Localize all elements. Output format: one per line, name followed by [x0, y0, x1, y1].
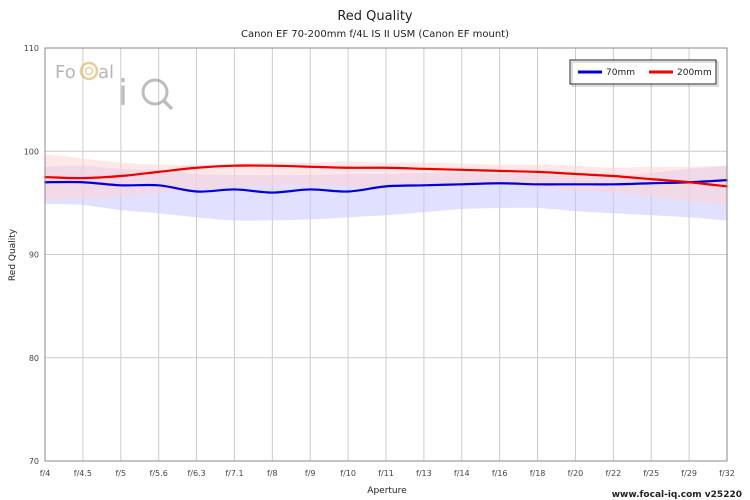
- y-tick-label: 100: [24, 147, 39, 156]
- x-tick-label: f/5: [115, 469, 126, 478]
- data-point-200mm: [612, 175, 615, 177]
- y-tick-label: 80: [29, 354, 39, 363]
- data-point-200mm: [271, 164, 274, 167]
- logo-aperture-icon: [79, 61, 99, 81]
- x-axis-label: Aperture: [367, 486, 407, 496]
- data-point-70mm: [422, 184, 425, 187]
- data-point-200mm: [347, 166, 350, 169]
- x-tick-label: f/13: [416, 469, 432, 478]
- footer-credit: www.focal-iq.com v25220: [612, 490, 742, 500]
- data-point-70mm: [498, 182, 501, 185]
- logo-text-focal: Fo: [55, 62, 76, 83]
- data-point-70mm: [460, 183, 463, 186]
- data-point-200mm: [688, 181, 691, 184]
- data-point-70mm: [309, 188, 312, 191]
- data-point-70mm: [271, 191, 274, 194]
- data-point-200mm: [536, 171, 539, 173]
- data-point-70mm: [536, 183, 539, 186]
- chart-title: Red Quality: [337, 9, 413, 24]
- y-tick-label: 90: [29, 251, 39, 260]
- y-axis-ticks: 70 80 90 100 110: [24, 44, 39, 466]
- x-tick-label: f/14: [454, 469, 470, 478]
- y-tick-label: 110: [24, 44, 39, 53]
- data-point-200mm: [157, 171, 160, 173]
- data-point-200mm: [574, 173, 577, 175]
- data-point-200mm: [195, 166, 198, 169]
- legend: 70mm 200mm: [569, 59, 719, 87]
- y-axis-label: Red Quality: [8, 228, 18, 281]
- x-tick-label: f/11: [378, 469, 394, 478]
- data-point-70mm: [574, 183, 577, 186]
- data-point-200mm: [650, 178, 653, 181]
- chart-subtitle: Canon EF 70-200mm f/4L IS II USM (Canon …: [241, 29, 509, 40]
- x-tick-label: f/22: [605, 469, 621, 478]
- plot-frame: [44, 47, 728, 462]
- x-tick-label: f/4: [40, 469, 51, 478]
- logo-magnifier-icon: [141, 78, 169, 106]
- x-tick-label: f/20: [568, 469, 584, 478]
- data-point-200mm: [385, 166, 387, 169]
- data-point-70mm: [233, 188, 236, 191]
- data-point-70mm: [157, 184, 160, 187]
- x-axis-ticks: f/4 f/4.5 f/5 f/5.6 f/6.3 f/7.1 f/8 f/9 f/10 f/11…: [40, 469, 735, 478]
- x-tick-label: f/16: [492, 469, 508, 478]
- data-point-70mm: [81, 181, 84, 184]
- x-tick-label: f/10: [340, 469, 356, 478]
- data-point-70mm: [195, 190, 198, 193]
- data-point-200mm: [119, 175, 122, 177]
- x-tick-label: f/7.1: [225, 469, 243, 478]
- data-point-200mm: [233, 164, 236, 167]
- data-point-70mm: [385, 185, 387, 188]
- legend-label-200mm: 200mm: [677, 68, 712, 78]
- data-point-70mm: [612, 183, 615, 186]
- x-tick-label: f/32: [719, 469, 735, 478]
- x-tick-label: f/29: [681, 469, 697, 478]
- data-point-200mm: [309, 165, 312, 168]
- plot-area: [44, 47, 728, 462]
- data-point-70mm: [650, 182, 653, 185]
- legend-label-70mm: 70mm: [606, 68, 635, 78]
- logo-text-i: i: [118, 73, 128, 114]
- x-tick-label: f/8: [267, 469, 278, 478]
- x-tick-label: f/6.3: [187, 469, 205, 478]
- y-tick-label: 70: [29, 457, 39, 466]
- data-point-70mm: [347, 190, 350, 193]
- series-lines: [44, 164, 728, 194]
- legend-box: [569, 59, 717, 85]
- data-point-200mm: [460, 168, 463, 171]
- x-tick-label: f/18: [530, 469, 546, 478]
- data-point-200mm: [498, 169, 501, 172]
- x-tick-label: f/4.5: [74, 469, 92, 478]
- data-point-200mm: [81, 177, 84, 179]
- focal-iq-logo: Fo al i: [55, 61, 174, 114]
- data-point-70mm: [119, 184, 122, 187]
- data-point-200mm: [422, 167, 425, 170]
- x-tick-label: f/9: [305, 469, 316, 478]
- x-tick-label: f/5.6: [150, 469, 168, 478]
- x-tick-label: f/25: [643, 469, 659, 478]
- svg-text:al: al: [98, 62, 114, 83]
